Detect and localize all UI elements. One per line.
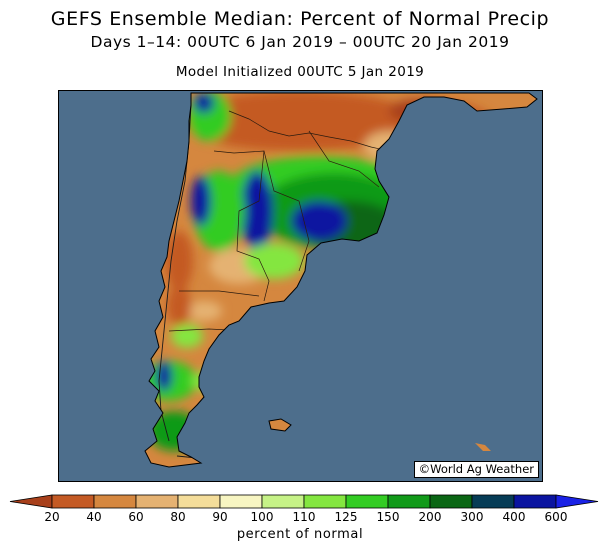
precip-map: ©World Ag Weather bbox=[58, 90, 543, 482]
colorbar-bin bbox=[471, 494, 515, 509]
colorbar-tick-label: 100 bbox=[250, 510, 274, 524]
colorbar-tick-label: 125 bbox=[334, 510, 358, 524]
colorbar-tick-label: 80 bbox=[170, 510, 186, 524]
map-title: GEFS Ensemble Median: Percent of Normal … bbox=[50, 8, 550, 30]
colorbar-tick-label: 150 bbox=[376, 510, 400, 524]
colorbar-bin bbox=[303, 494, 347, 509]
colorbar-label: percent of normal bbox=[236, 527, 364, 542]
colorbar-tick-label: 400 bbox=[502, 510, 526, 524]
colorbar-bin bbox=[177, 494, 221, 509]
colorbar-tick-label: 40 bbox=[86, 510, 102, 524]
colorbar-tick-label: 600 bbox=[544, 510, 568, 524]
forecast-period: Days 1–14: 00UTC 6 Jan 2019 – 00UTC 20 J… bbox=[90, 33, 510, 51]
colorbar-bin bbox=[345, 494, 389, 509]
colorbar-tick-label: 110 bbox=[292, 510, 316, 524]
colorbar-tick-label: 90 bbox=[212, 510, 228, 524]
model-init-time: Model Initialized 00UTC 5 Jan 2019 bbox=[175, 64, 425, 80]
colorbar-bin bbox=[135, 494, 179, 509]
colorbar-bin bbox=[387, 494, 431, 509]
colorbar-arrow-low bbox=[9, 494, 53, 509]
colorbar-tick-label: 20 bbox=[44, 510, 60, 524]
colorbar bbox=[9, 494, 599, 509]
colorbar-bin bbox=[51, 494, 95, 509]
colorbar-tick-label: 60 bbox=[128, 510, 144, 524]
colorbar-arrow-high bbox=[555, 494, 599, 509]
credit-label: ©World Ag Weather bbox=[413, 461, 539, 478]
colorbar-tick-label: 300 bbox=[460, 510, 484, 524]
colorbar-bin bbox=[429, 494, 473, 509]
precip-map-graphic bbox=[144, 92, 538, 468]
colorbar-bin bbox=[219, 494, 263, 509]
colorbar-bin bbox=[261, 494, 305, 509]
colorbar-bin bbox=[93, 494, 137, 509]
colorbar-tick-label: 200 bbox=[418, 510, 442, 524]
colorbar-bin bbox=[513, 494, 557, 509]
